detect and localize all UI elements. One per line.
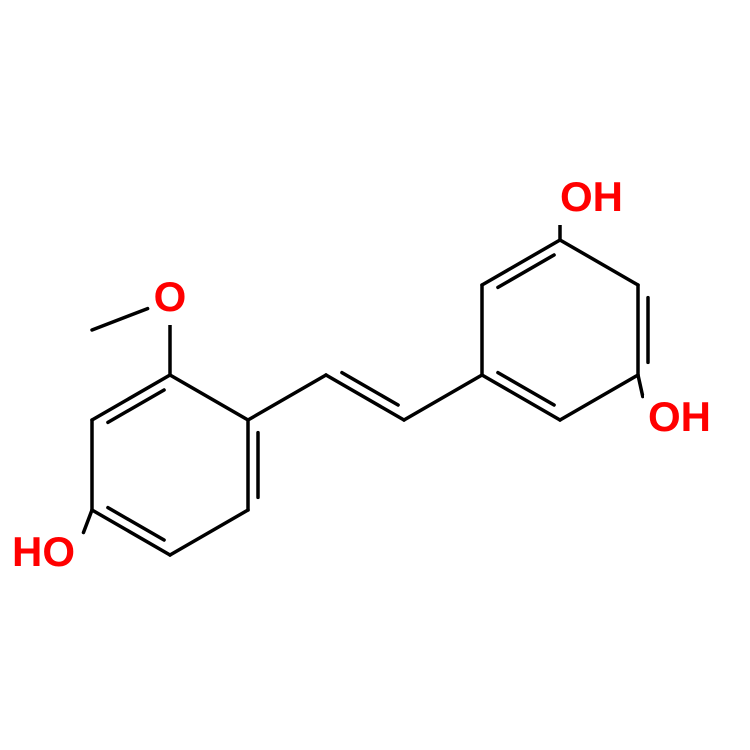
svg-text:HO: HO	[12, 528, 75, 575]
molecule-canvas: O HO OH OH	[0, 0, 750, 750]
svg-text:O: O	[154, 273, 187, 320]
svg-text:OH: OH	[648, 393, 711, 440]
svg-text:OH: OH	[560, 173, 623, 220]
